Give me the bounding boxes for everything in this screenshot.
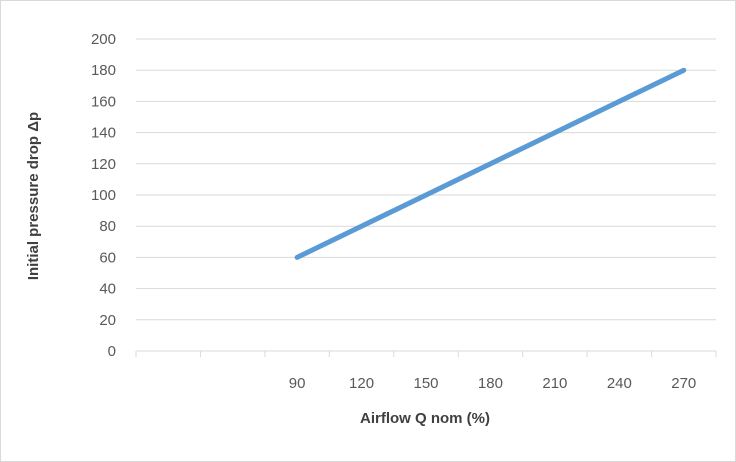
x-tick-labels: 90 120 150 180 210 240 270	[289, 375, 697, 392]
x-axis-title: Airflow Q nom (%)	[360, 410, 490, 427]
y-tick-label: 80	[99, 218, 116, 235]
y-tick-label: 40	[99, 281, 116, 298]
x-tick-label: 210	[542, 375, 567, 392]
gridlines	[136, 38, 716, 321]
x-tick-label: 270	[671, 375, 696, 392]
y-tick-label: 140	[91, 125, 116, 142]
y-tick-label: 180	[91, 62, 116, 79]
y-tick-labels: 0 20 40 60 80 100 120 140 160 180 200	[91, 31, 116, 360]
y-axis-title: Initial pressure drop Δp	[25, 112, 42, 280]
y-tick-label: 0	[108, 343, 116, 360]
x-tick-label: 90	[289, 375, 306, 392]
series-group	[294, 67, 687, 260]
x-tick-label: 150	[413, 375, 438, 392]
x-tick-label: 180	[478, 375, 503, 392]
x-tick-label: 240	[607, 375, 632, 392]
y-tick-label: 20	[99, 312, 116, 329]
y-tick-label: 120	[91, 156, 116, 173]
series-line	[294, 67, 687, 260]
y-tick-label: 100	[91, 187, 116, 204]
x-tick-label: 120	[349, 375, 374, 392]
y-tick-label: 160	[91, 93, 116, 110]
y-tick-label: 200	[91, 31, 116, 48]
y-tick-label: 60	[99, 249, 116, 266]
x-axis	[135, 350, 717, 357]
